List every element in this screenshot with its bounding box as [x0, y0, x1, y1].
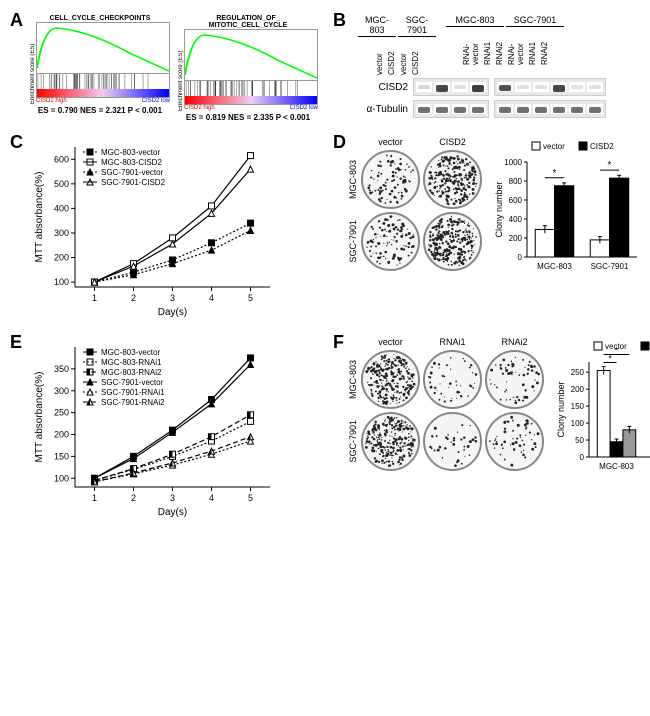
line-chart-e: 100 150 200 250 300 350 1 2 3 4 5 Day(s) MTT absorba… — [10, 337, 280, 517]
panel-d: D vectorCISD2MGC-803SGC-7901 02004006008… — [333, 132, 650, 322]
svg-text:MGC-803-vector: MGC-803-vector — [101, 348, 160, 357]
svg-text:1000: 1000 — [504, 158, 522, 167]
svg-text:150: 150 — [54, 451, 69, 461]
svg-text:100: 100 — [54, 473, 69, 483]
svg-text:3: 3 — [170, 293, 175, 303]
gsea-ticks-1 — [36, 74, 170, 89]
svg-text:250: 250 — [54, 408, 69, 418]
svg-text:600: 600 — [509, 196, 523, 205]
svg-text:4: 4 — [209, 293, 214, 303]
panel-f-label: F — [333, 332, 344, 353]
gsea-gradient-2 — [184, 96, 318, 105]
panel-b: B MGC-803SGC-7901vectorCISD2vectorCISD2M… — [333, 10, 650, 122]
svg-text:200: 200 — [509, 234, 523, 243]
gsea-curve-2 — [184, 29, 318, 81]
svg-text:500: 500 — [54, 179, 69, 189]
panel-d-label: D — [333, 132, 346, 153]
svg-text:200: 200 — [54, 253, 69, 263]
panel-f: F vectorRNAi1RNAi2MGC-803SGC-7901 0 50 100… — [333, 332, 650, 522]
panel-e: E 100 150 200 250 300 350 1 2 3 4 5 Day(s) MTT absor… — [10, 332, 318, 522]
svg-text:350: 350 — [54, 364, 69, 374]
svg-text:250: 250 — [571, 368, 585, 377]
panel-a-label: A — [10, 10, 23, 31]
gsea-plot-1: CELL_CYCLE_CHECKPOINTS Enrichment score … — [30, 15, 170, 122]
svg-text:CISD2: CISD2 — [590, 142, 614, 151]
svg-text:Clony number: Clony number — [494, 181, 504, 237]
svg-text:*: * — [553, 168, 557, 179]
panel-b-label: B — [333, 10, 346, 31]
svg-text:MTT absorbance(%): MTT absorbance(%) — [34, 172, 45, 263]
svg-text:SGC-7901-RNAi2: SGC-7901-RNAi2 — [101, 398, 165, 407]
colony-wells-d: vectorCISD2MGC-803SGC-7901 — [348, 137, 482, 271]
svg-text:300: 300 — [54, 386, 69, 396]
svg-text:Clony number: Clony number — [556, 381, 566, 437]
svg-text:Day(s): Day(s) — [158, 307, 187, 317]
svg-text:1: 1 — [92, 493, 97, 503]
svg-text:2: 2 — [131, 293, 136, 303]
svg-text:SGC-7901-CISD2: SGC-7901-CISD2 — [101, 178, 166, 187]
svg-text:MGC-803: MGC-803 — [599, 462, 634, 471]
svg-text:3: 3 — [170, 493, 175, 503]
colony-wells-f: vectorRNAi1RNAi2MGC-803SGC-7901 — [348, 337, 544, 471]
bar-chart-d: 0 200 400 600 800 1000 Clony number MGC-803 * SGC… — [492, 137, 642, 277]
svg-text:0: 0 — [580, 453, 585, 462]
svg-text:100: 100 — [571, 419, 585, 428]
svg-text:MTT absorbance(%): MTT absorbance(%) — [34, 372, 45, 463]
svg-text:600: 600 — [54, 154, 69, 164]
svg-text:1: 1 — [92, 293, 97, 303]
svg-text:MGC-803-RNAi1: MGC-803-RNAi1 — [101, 358, 162, 367]
svg-text:*: * — [608, 353, 612, 363]
gsea-curve-1 — [36, 22, 170, 74]
svg-text:*: * — [608, 160, 612, 171]
svg-text:200: 200 — [571, 385, 585, 394]
svg-text:100: 100 — [54, 277, 69, 287]
svg-text:50: 50 — [575, 436, 584, 445]
svg-text:400: 400 — [509, 215, 523, 224]
svg-text:MGC-803-CISD2: MGC-803-CISD2 — [101, 158, 162, 167]
line-chart-c: 100 200 300 400 500 600 1 2 3 4 5 Day(s) MTT absorba… — [10, 137, 280, 317]
svg-text:MGC-803-RNAi2: MGC-803-RNAi2 — [101, 368, 162, 377]
panel-a: A CELL_CYCLE_CHECKPOINTS Enrichment scor… — [10, 10, 318, 122]
svg-text:0: 0 — [518, 253, 523, 262]
svg-text:SGC-7901-vector: SGC-7901-vector — [101, 168, 164, 177]
gsea-gradient-1 — [36, 89, 170, 98]
svg-text:200: 200 — [54, 430, 69, 440]
svg-text:5: 5 — [248, 493, 253, 503]
svg-text:MGC-803: MGC-803 — [537, 262, 572, 271]
panel-c-label: C — [10, 132, 23, 153]
svg-text:SGC-7901-RNAi1: SGC-7901-RNAi1 — [101, 388, 165, 397]
svg-text:MGC-803-vector: MGC-803-vector — [101, 148, 160, 157]
panel-c: C 100 200 300 400 500 600 1 2 3 4 5 Day(s) MTT absor… — [10, 132, 318, 322]
svg-text:300: 300 — [54, 228, 69, 238]
panel-e-label: E — [10, 332, 22, 353]
svg-text:2: 2 — [131, 493, 136, 503]
svg-text:vector: vector — [605, 342, 627, 351]
svg-text:SGC-7901: SGC-7901 — [591, 262, 629, 271]
svg-text:150: 150 — [571, 402, 585, 411]
svg-text:Day(s): Day(s) — [158, 507, 187, 517]
svg-text:400: 400 — [54, 203, 69, 213]
svg-text:800: 800 — [509, 177, 523, 186]
svg-text:4: 4 — [209, 493, 214, 503]
svg-text:SGC-7901-vector: SGC-7901-vector — [101, 378, 164, 387]
gsea-ticks-2 — [184, 81, 318, 96]
svg-text:5: 5 — [248, 293, 253, 303]
gsea-plot-2: REGULATION_OF_ MITOTIC_CELL_CYCLE Enrich… — [178, 15, 318, 122]
svg-text:vector: vector — [543, 142, 565, 151]
bar-chart-f: 050100150200250Clony numberMGC-803**SGC-… — [554, 337, 650, 477]
figure: A CELL_CYCLE_CHECKPOINTS Enrichment scor… — [10, 10, 640, 522]
